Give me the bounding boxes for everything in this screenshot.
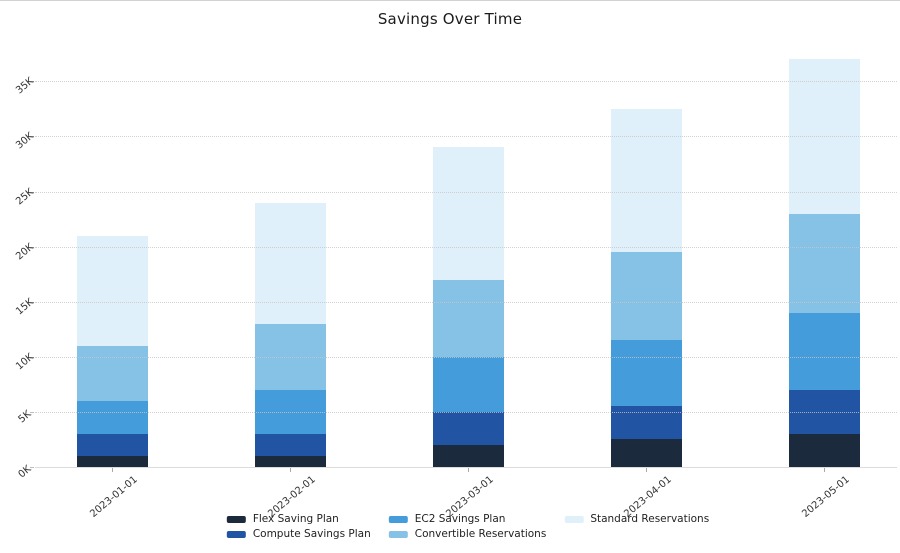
bar-segment (432, 356, 504, 412)
gridline (35, 191, 897, 193)
legend-swatch (226, 530, 246, 538)
y-axis-label-text: 25K (14, 186, 36, 207)
bar-segment (254, 433, 326, 456)
legend-column: Standard Reservations (564, 513, 709, 525)
y-axis-label-text: 20K (14, 241, 36, 263)
y-tick (30, 301, 34, 303)
bar-segment (254, 455, 326, 467)
bar-segment (76, 400, 148, 434)
y-tick (30, 411, 34, 413)
y-axis-label-text: 15K (14, 296, 36, 318)
legend-item: EC2 Savings Plan (388, 513, 547, 525)
bar-segment (76, 235, 148, 346)
y-axis-label-text: 30K (14, 130, 36, 152)
gridline (35, 301, 897, 303)
bar-segment (610, 108, 682, 253)
gridline (35, 356, 897, 358)
y-axis-label-text: 35K (14, 75, 36, 97)
bar-segment (610, 406, 682, 440)
y-tick (30, 81, 34, 83)
x-axis-label-text: 2023-05-01 (800, 474, 852, 520)
bar-segment (610, 252, 682, 341)
legend-item: Flex Saving Plan (226, 513, 371, 525)
legend-column: Flex Saving Plan Compute Savings Plan (226, 513, 371, 540)
chart-title: Savings Over Time (377, 10, 523, 28)
y-tick (30, 356, 34, 358)
bar-segment (432, 411, 504, 445)
bar-segment (76, 345, 148, 401)
legend-swatch (564, 515, 584, 523)
bar-segment (788, 213, 860, 313)
x-tick (824, 467, 825, 472)
x-axis-label-text: 2023-01-01 (88, 474, 140, 520)
y-tick (30, 246, 34, 248)
bar-segment (254, 202, 326, 324)
bar-segment (788, 433, 860, 467)
y-tick (30, 136, 34, 138)
bar-segment (432, 279, 504, 357)
legend-label: Convertible Reservations (414, 528, 547, 540)
bar-segment (432, 444, 504, 467)
bar-segment (432, 147, 504, 280)
x-tick (290, 467, 291, 472)
legend-label: Flex Saving Plan (252, 513, 339, 525)
bar-segment (610, 439, 682, 467)
gridline (35, 467, 897, 468)
bar-segment (610, 340, 682, 407)
legend-item: Compute Savings Plan (226, 528, 371, 540)
bar-segment (788, 59, 860, 214)
gridline (35, 411, 897, 413)
y-tick (30, 467, 34, 468)
legend-item: Standard Reservations (564, 513, 709, 525)
x-tick (468, 467, 469, 472)
legend-label: EC2 Savings Plan (414, 513, 506, 525)
gridline (35, 136, 897, 138)
bar-segment (76, 433, 148, 456)
bar-segment (788, 312, 860, 390)
y-axis-label-text: 10K (14, 351, 36, 373)
legend-swatch (388, 530, 408, 538)
x-tick (646, 467, 647, 472)
legend-label: Standard Reservations (590, 513, 710, 525)
gridline (35, 81, 897, 83)
legend-item: Convertible Reservations (388, 528, 547, 540)
gridline (35, 246, 897, 248)
legend-column: EC2 Savings Plan Convertible Reservations (388, 513, 547, 540)
legend: Flex Saving Plan Compute Savings Plan EC2 … (226, 513, 709, 540)
bar-segment (76, 455, 148, 467)
x-tick (112, 467, 113, 472)
bar-segment (254, 323, 326, 390)
legend-label: Compute Savings Plan (252, 528, 371, 540)
legend-swatch (226, 515, 246, 523)
legend-swatch (388, 515, 408, 523)
y-tick (30, 191, 34, 193)
